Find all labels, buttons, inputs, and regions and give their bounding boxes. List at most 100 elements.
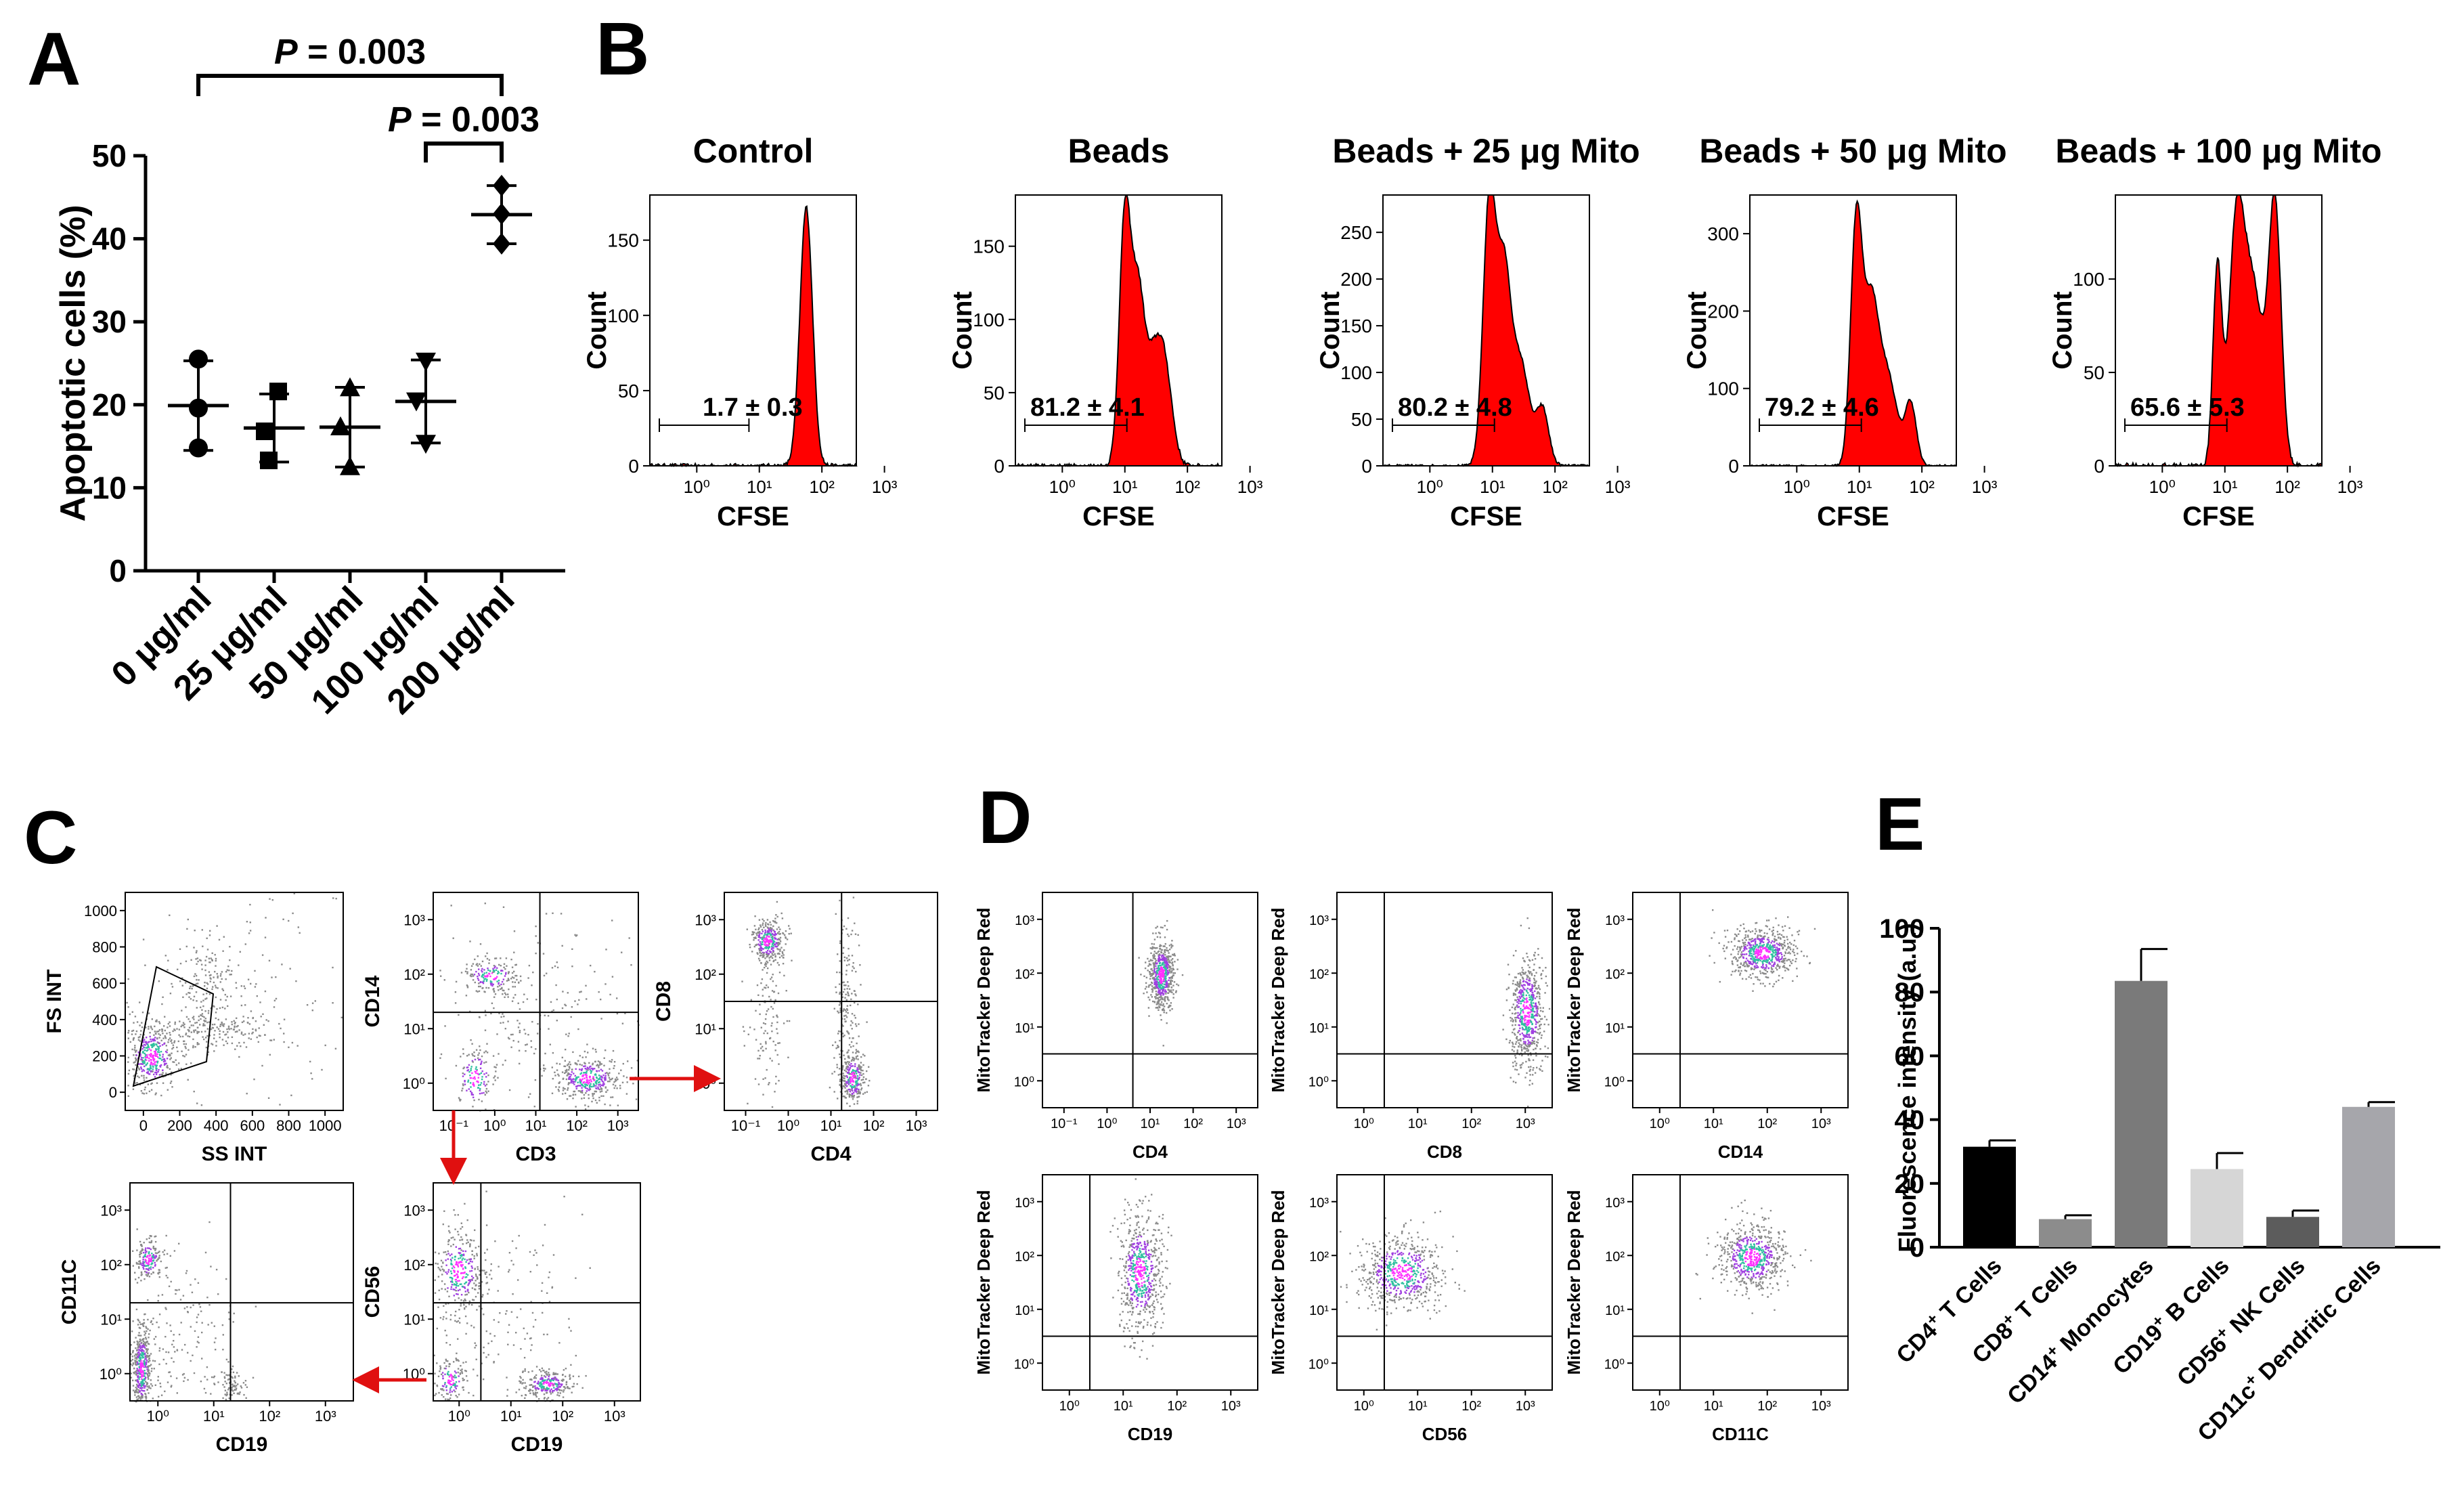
event-dot <box>857 1003 859 1005</box>
x-tick-label: 10² <box>259 1408 280 1425</box>
event-dot <box>245 1046 248 1048</box>
event-dot <box>141 1322 144 1325</box>
event-dot <box>455 1358 457 1360</box>
event-dot <box>213 1341 216 1343</box>
event-dot <box>548 1028 550 1030</box>
event-dot <box>178 1028 181 1031</box>
event-dot <box>549 1389 551 1391</box>
event-dot <box>842 1035 845 1038</box>
event-dot <box>759 1055 761 1057</box>
event-dot <box>439 1317 442 1319</box>
event-dot <box>549 1043 551 1045</box>
event-dot <box>854 1070 856 1072</box>
event-dot <box>527 1371 530 1373</box>
histogram-title: Control <box>693 132 814 170</box>
event-dot <box>458 1234 460 1236</box>
event-dot <box>1154 962 1156 965</box>
event-dot <box>146 1389 148 1391</box>
event-dot <box>848 963 850 966</box>
event-dot <box>134 1394 136 1396</box>
data-point <box>493 175 510 197</box>
event-dot <box>180 1068 182 1070</box>
event-dot <box>567 992 569 994</box>
event-dot <box>135 1396 138 1398</box>
event-dot <box>552 1052 554 1054</box>
event-dot <box>604 1075 607 1077</box>
event-dot <box>445 1318 447 1320</box>
event-dot <box>255 983 257 985</box>
event-dot <box>493 991 496 993</box>
event-dot <box>137 1039 140 1041</box>
event-dot <box>473 1055 476 1057</box>
event-dot <box>837 1010 839 1012</box>
event-dot <box>222 989 225 991</box>
event-dot <box>468 1070 470 1073</box>
event-dot <box>493 990 496 992</box>
event-dot <box>757 939 760 941</box>
event-dot <box>449 1232 451 1234</box>
event-dot <box>181 984 183 987</box>
event-dot <box>190 1326 192 1328</box>
event-dot <box>755 1039 757 1041</box>
event-dot <box>511 1240 514 1242</box>
event-dot <box>454 1374 456 1377</box>
event-dot <box>845 1020 847 1022</box>
event-dot <box>170 1280 172 1283</box>
event-dot <box>768 942 770 944</box>
event-dot <box>136 1398 138 1401</box>
event-dot <box>158 1347 161 1349</box>
event-dot <box>139 1373 141 1375</box>
event-dot <box>866 1070 868 1072</box>
event-dot <box>581 1056 584 1058</box>
event-dot <box>146 1383 148 1385</box>
event-dot <box>529 1251 531 1253</box>
event-dot <box>565 1368 567 1370</box>
event-dot <box>548 1301 551 1303</box>
event-dot <box>133 1372 135 1374</box>
event-dot <box>144 1366 146 1368</box>
event-dot <box>513 977 515 979</box>
event-dot <box>767 927 769 929</box>
event-dot <box>564 1072 566 1075</box>
event-dot <box>852 1052 854 1054</box>
event-dot <box>540 1381 542 1383</box>
event-dot <box>210 957 212 959</box>
event-dot <box>208 1304 211 1306</box>
event-dot <box>158 1251 160 1253</box>
event-dot <box>203 1387 206 1390</box>
event-dot <box>485 1190 487 1192</box>
event-dot <box>455 980 458 983</box>
event-dot <box>851 930 854 932</box>
event-dot <box>517 1002 519 1004</box>
event-dot <box>752 933 755 935</box>
event-dot <box>450 1272 453 1274</box>
event-dot <box>623 1075 625 1077</box>
event-dot <box>167 1351 170 1353</box>
event-dot <box>481 968 483 970</box>
event-dot <box>544 1014 546 1016</box>
event-dot <box>460 1365 462 1367</box>
event-dot <box>146 1077 148 1079</box>
event-dot <box>778 1079 780 1082</box>
event-dot <box>475 1275 477 1277</box>
event-dot <box>459 1288 461 1291</box>
event-dot <box>759 951 761 954</box>
event-dot <box>592 1076 594 1078</box>
event-dot <box>507 1343 509 1345</box>
event-dot <box>127 1095 129 1097</box>
event-dot <box>772 1008 774 1010</box>
event-dot <box>839 1031 841 1033</box>
event-dot <box>176 1349 178 1351</box>
event-dot <box>279 1104 281 1106</box>
event-dot <box>144 1052 146 1055</box>
event-dot <box>460 1264 462 1266</box>
event-dot <box>546 1389 548 1392</box>
event-dot <box>171 1071 173 1073</box>
event-dot <box>148 1392 150 1394</box>
event-dot <box>208 1221 211 1223</box>
event-dot <box>510 1311 513 1313</box>
event-dot <box>152 1064 154 1066</box>
event-dot <box>843 1077 845 1079</box>
event-dot <box>760 924 762 926</box>
event-dot <box>452 1281 454 1283</box>
